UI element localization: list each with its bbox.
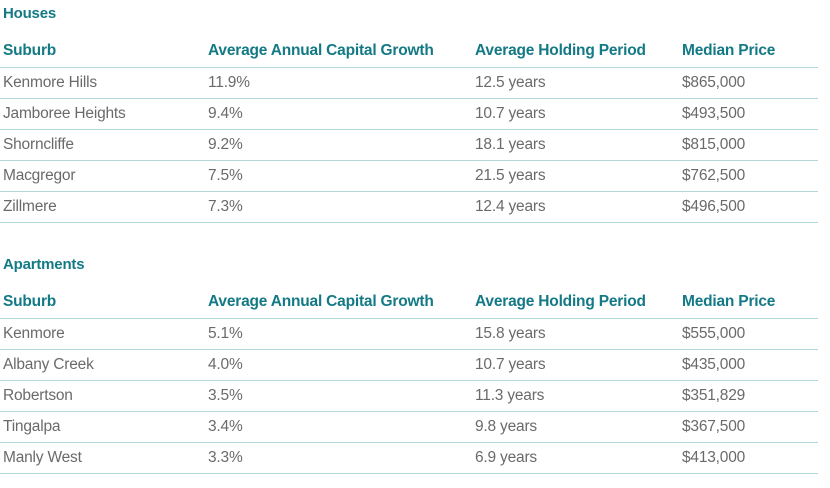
suburb-cell: Tingalpa xyxy=(0,411,205,443)
median-price-cell: $865,000 xyxy=(679,67,818,99)
holding-period-cell: 15.8 years xyxy=(472,318,679,350)
holding-period-cell: 12.4 years xyxy=(472,191,679,223)
holding-period-cell: 12.5 years xyxy=(472,67,679,99)
holding-period-cell: 18.1 years xyxy=(472,129,679,161)
column-header-suburb: Suburb xyxy=(0,286,205,319)
holding-period-cell: 6.9 years xyxy=(472,442,679,474)
capital-growth-cell: 5.1% xyxy=(205,318,472,350)
column-header-holding-period: Average Holding Period xyxy=(472,286,679,319)
houses-header-row: Suburb Average Annual Capital Growth Ave… xyxy=(0,35,818,68)
capital-growth-cell: 3.4% xyxy=(205,411,472,443)
median-price-cell: $493,500 xyxy=(679,98,818,130)
suburb-cell: Kenmore Hills xyxy=(0,67,205,99)
table-row: Robertson 3.5% 11.3 years $351,829 xyxy=(0,380,818,412)
suburb-cell: Macgregor xyxy=(0,160,205,192)
houses-section-title: Houses xyxy=(3,5,56,22)
column-header-holding-period: Average Holding Period xyxy=(472,35,679,68)
houses-table: Suburb Average Annual Capital Growth Ave… xyxy=(0,35,818,223)
capital-growth-cell: 9.4% xyxy=(205,98,472,130)
median-price-cell: $555,000 xyxy=(679,318,818,350)
capital-growth-cell: 3.3% xyxy=(205,442,472,474)
apartments-header-row: Suburb Average Annual Capital Growth Ave… xyxy=(0,286,818,319)
holding-period-cell: 11.3 years xyxy=(472,380,679,412)
median-price-cell: $351,829 xyxy=(679,380,818,412)
median-price-cell: $762,500 xyxy=(679,160,818,192)
capital-growth-cell: 7.3% xyxy=(205,191,472,223)
suburb-cell: Manly West xyxy=(0,442,205,474)
table-row: Manly West 3.3% 6.9 years $413,000 xyxy=(0,442,818,474)
median-price-cell: $367,500 xyxy=(679,411,818,443)
column-header-capital-growth: Average Annual Capital Growth xyxy=(205,35,472,68)
suburb-cell: Robertson xyxy=(0,380,205,412)
suburb-cell: Albany Creek xyxy=(0,349,205,381)
table-row: Shorncliffe 9.2% 18.1 years $815,000 xyxy=(0,129,818,161)
suburb-cell: Jamboree Heights xyxy=(0,98,205,130)
median-price-cell: $435,000 xyxy=(679,349,818,381)
apartments-table: Suburb Average Annual Capital Growth Ave… xyxy=(0,286,818,474)
holding-period-cell: 21.5 years xyxy=(472,160,679,192)
apartments-section-title: Apartments xyxy=(3,256,85,273)
column-header-median-price: Median Price xyxy=(679,286,818,319)
table-row: Zillmere 7.3% 12.4 years $496,500 xyxy=(0,191,818,223)
holding-period-cell: 10.7 years xyxy=(472,349,679,381)
table-row: Kenmore 5.1% 15.8 years $555,000 xyxy=(0,318,818,350)
table-row: Macgregor 7.5% 21.5 years $762,500 xyxy=(0,160,818,192)
capital-growth-cell: 9.2% xyxy=(205,129,472,161)
capital-growth-cell: 3.5% xyxy=(205,380,472,412)
median-price-cell: $815,000 xyxy=(679,129,818,161)
suburb-cell: Zillmere xyxy=(0,191,205,223)
capital-growth-cell: 11.9% xyxy=(205,67,472,99)
suburb-cell: Kenmore xyxy=(0,318,205,350)
table-row: Kenmore Hills 11.9% 12.5 years $865,000 xyxy=(0,67,818,99)
column-header-median-price: Median Price xyxy=(679,35,818,68)
table-row: Albany Creek 4.0% 10.7 years $435,000 xyxy=(0,349,818,381)
median-price-cell: $413,000 xyxy=(679,442,818,474)
median-price-cell: $496,500 xyxy=(679,191,818,223)
capital-growth-cell: 7.5% xyxy=(205,160,472,192)
holding-period-cell: 9.8 years xyxy=(472,411,679,443)
holding-period-cell: 10.7 years xyxy=(472,98,679,130)
column-header-capital-growth: Average Annual Capital Growth xyxy=(205,286,472,319)
suburb-cell: Shorncliffe xyxy=(0,129,205,161)
column-header-suburb: Suburb xyxy=(0,35,205,68)
table-row: Jamboree Heights 9.4% 10.7 years $493,50… xyxy=(0,98,818,130)
capital-growth-cell: 4.0% xyxy=(205,349,472,381)
table-row: Tingalpa 3.4% 9.8 years $367,500 xyxy=(0,411,818,443)
